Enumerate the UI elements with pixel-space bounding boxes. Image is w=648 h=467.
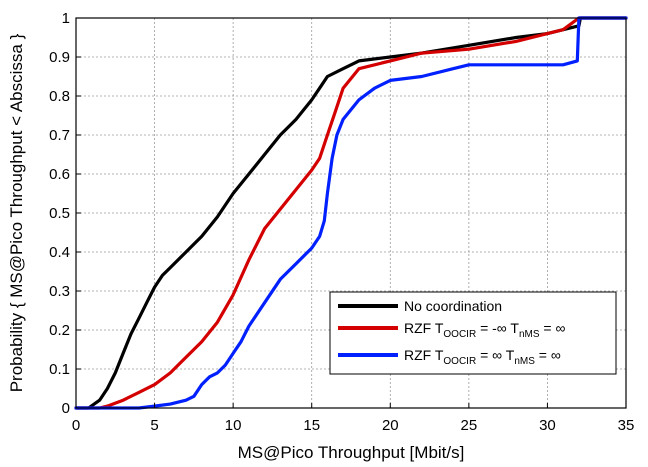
legend-rzf-pos-inf-mid: = ∞ T xyxy=(476,347,515,363)
tick-label-x-35: 35 xyxy=(618,417,635,434)
legend-rzf-pos-inf-prefix: RZF T xyxy=(404,347,444,363)
tick-label-y-1: 1 xyxy=(62,10,70,27)
tick-label-x-0: 0 xyxy=(72,417,80,434)
tick-label-x-30: 30 xyxy=(539,417,556,434)
series-layer xyxy=(74,16,628,410)
tick-label-y-0.9: 0.9 xyxy=(49,49,70,66)
legend-rzf-neg-inf-suffix: = ∞ xyxy=(540,320,566,336)
legend-rzf-pos-inf-suffix: = ∞ xyxy=(535,347,561,363)
series-line-rzf-pos-inf xyxy=(74,16,628,410)
legend-rzf-neg-inf-sub2: nMS xyxy=(519,329,540,340)
series-line-no-coordination xyxy=(74,16,628,410)
tick-label-y-0.4: 0.4 xyxy=(49,244,70,261)
tick-label-y-0: 0 xyxy=(62,400,70,417)
axis-ticks: 0 5 10 15 20 25 30 35 0 0.1 0.2 0.3 0.4 0.5 0.6 0.7 0.8 0… xyxy=(49,10,634,434)
legend-label-rzf-pos-inf: RZF TOOCIR = ∞ TnMS = ∞ xyxy=(404,347,561,367)
legend-label-rzf-neg-inf: RZF TOOCIR = -∞ TnMS = ∞ xyxy=(404,320,566,340)
tick-label-y-0.3: 0.3 xyxy=(49,283,70,300)
tick-label-x-20: 20 xyxy=(382,417,399,434)
legend-label-no-coordination: No coordination xyxy=(404,298,502,314)
tick-label-y-0.7: 0.7 xyxy=(49,127,70,144)
legend-rzf-neg-inf-prefix: RZF T xyxy=(404,320,444,336)
tick-label-x-5: 5 xyxy=(150,417,158,434)
tick-label-y-0.1: 0.1 xyxy=(49,361,70,378)
legend-rzf-neg-inf-mid: = -∞ T xyxy=(476,320,519,336)
legend: No coordination RZF TOOCIR = -∞ TnMS = ∞… xyxy=(329,291,617,375)
tick-label-x-25: 25 xyxy=(461,417,478,434)
tick-label-y-0.6: 0.6 xyxy=(49,166,70,183)
tick-label-y-0.5: 0.5 xyxy=(49,205,70,222)
y-axis-label: Probability { MS@Pico Throughput < Absci… xyxy=(7,33,26,392)
series-line-rzf-neg-inf xyxy=(74,16,628,410)
legend-rzf-neg-inf-sub1: OOCIR xyxy=(443,329,476,340)
legend-rzf-pos-inf-sub1: OOCIR xyxy=(443,356,476,367)
tick-label-x-15: 15 xyxy=(303,417,320,434)
tick-label-y-0.2: 0.2 xyxy=(49,322,70,339)
x-axis-label: MS@Pico Throughput [Mbit/s] xyxy=(238,443,465,462)
tick-label-x-10: 10 xyxy=(225,417,242,434)
tick-label-y-0.8: 0.8 xyxy=(49,88,70,105)
legend-rzf-pos-inf-sub2: nMS xyxy=(514,356,535,367)
